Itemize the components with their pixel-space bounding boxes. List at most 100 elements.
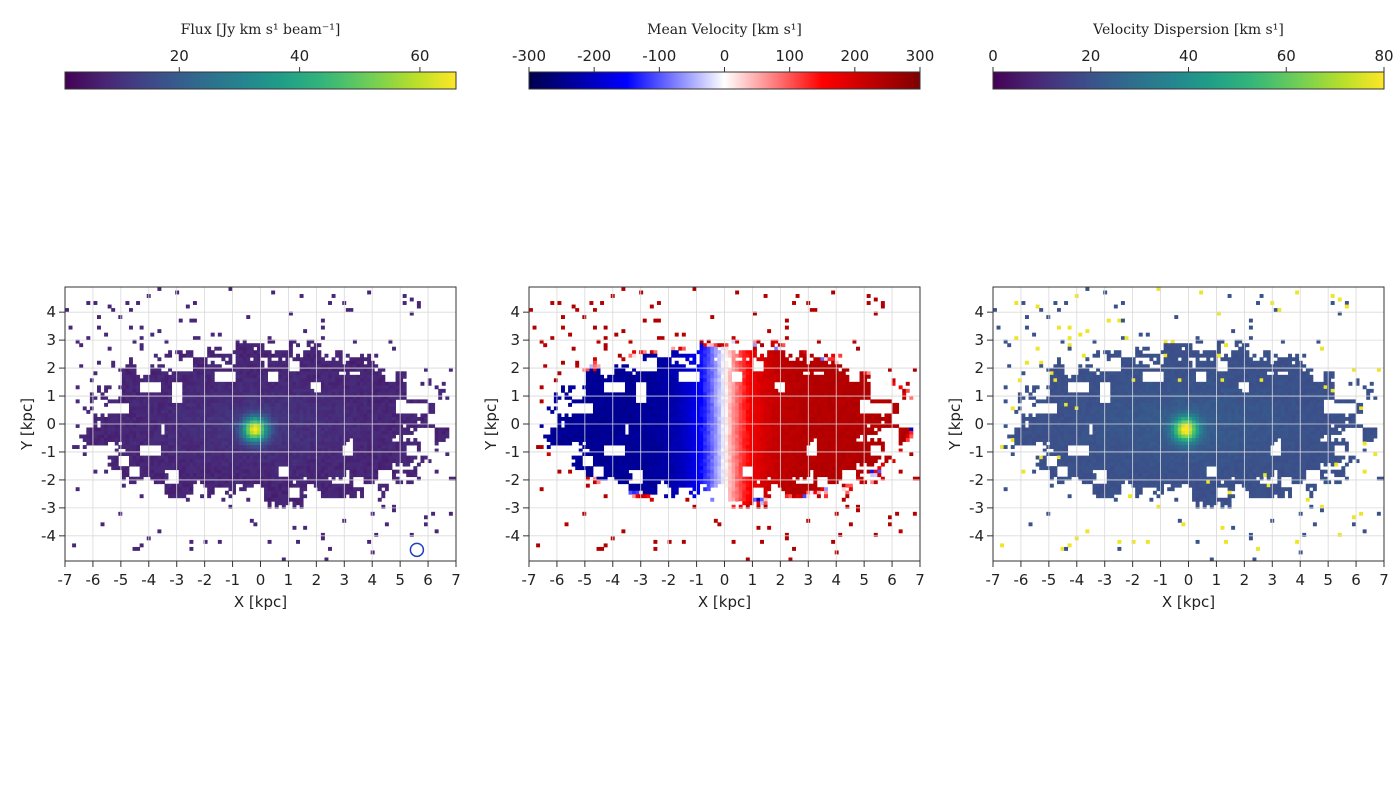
map-pixel xyxy=(136,445,141,449)
map-pixel xyxy=(381,399,386,404)
map-pixel xyxy=(642,378,647,383)
map-pixel xyxy=(699,413,704,418)
map-pixel xyxy=(777,406,782,411)
map-pixel xyxy=(228,431,233,435)
map-pixel xyxy=(331,452,336,457)
map-pixel xyxy=(210,360,215,365)
map-pixel xyxy=(363,364,368,369)
map-pixel xyxy=(185,469,190,474)
map-pixel xyxy=(363,402,368,407)
map-pixel xyxy=(274,459,279,464)
map-pixel xyxy=(409,424,414,428)
map-pixel xyxy=(285,367,290,372)
map-pixel xyxy=(550,336,555,341)
map-pixel xyxy=(228,399,233,404)
map-pixel xyxy=(738,431,743,435)
map-pixel xyxy=(360,462,364,467)
map-pixel xyxy=(681,364,686,369)
map-pixel xyxy=(731,357,736,362)
map-pixel xyxy=(710,413,715,418)
map-pixel xyxy=(742,350,747,355)
map-pixel xyxy=(745,431,750,435)
map-pixel xyxy=(267,353,272,358)
map-pixel xyxy=(845,367,850,372)
map-pixel xyxy=(335,434,340,439)
map-pixel xyxy=(349,385,354,390)
map-pixel xyxy=(260,441,265,446)
map-pixel xyxy=(274,448,279,453)
map-pixel xyxy=(374,473,379,478)
map-pixel xyxy=(260,350,265,355)
map-pixel xyxy=(299,466,304,471)
map-pixel xyxy=(178,487,183,492)
map-pixel xyxy=(246,399,251,404)
map-pixel xyxy=(713,416,718,421)
map-pixel xyxy=(749,385,754,390)
map-pixel xyxy=(217,399,222,404)
map-pixel xyxy=(696,392,701,397)
map-pixel xyxy=(143,392,148,397)
map-pixel xyxy=(107,424,112,428)
map-pixel xyxy=(157,392,162,397)
map-pixel xyxy=(256,462,261,467)
map-pixel xyxy=(299,294,304,298)
map-pixel xyxy=(89,434,94,439)
map-pixel xyxy=(271,462,276,467)
map-pixel xyxy=(774,416,779,421)
map-pixel xyxy=(128,308,133,312)
map-pixel xyxy=(370,459,375,464)
map-pixel xyxy=(349,374,354,379)
map-pixel xyxy=(824,409,828,414)
map-pixel xyxy=(260,424,265,428)
map-pixel xyxy=(221,466,226,471)
map-pixel xyxy=(292,462,297,467)
map-pixel xyxy=(139,424,144,428)
map-pixel xyxy=(310,448,315,453)
map-pixel xyxy=(296,399,300,404)
map-pixel xyxy=(153,367,158,372)
map-pixel xyxy=(720,420,725,425)
map-pixel xyxy=(767,406,772,411)
map-pixel xyxy=(774,364,779,369)
map-pixel xyxy=(121,483,126,488)
map-pixel xyxy=(420,413,425,418)
map-pixel xyxy=(306,455,311,460)
map-pixel xyxy=(224,395,229,400)
map-pixel xyxy=(377,424,382,428)
map-pixel xyxy=(671,392,676,397)
map-pixel xyxy=(781,427,786,432)
map-pixel xyxy=(802,416,807,421)
map-pixel xyxy=(296,438,300,442)
map-pixel xyxy=(728,350,732,355)
map-pixel xyxy=(866,392,871,397)
map-pixel xyxy=(784,392,789,397)
map-pixel xyxy=(820,357,825,362)
map-pixel xyxy=(756,371,761,376)
map-pixel xyxy=(420,399,425,404)
map-pixel xyxy=(448,367,453,372)
map-pixel xyxy=(121,431,126,435)
map-pixel xyxy=(324,371,329,376)
map-pixel xyxy=(845,374,850,379)
map-pixel xyxy=(696,420,701,425)
map-pixel xyxy=(724,413,729,418)
map-pixel xyxy=(681,427,686,432)
map-pixel xyxy=(784,427,789,432)
map-pixel xyxy=(260,416,265,421)
map-pixel xyxy=(153,424,158,428)
map-pixel xyxy=(278,497,283,502)
map-pixel xyxy=(699,346,704,351)
map-pixel xyxy=(345,487,350,492)
map-pixel xyxy=(253,473,258,478)
map-pixel xyxy=(760,395,764,400)
map-pixel xyxy=(399,371,404,376)
map-pixel xyxy=(738,399,743,404)
map-pixel xyxy=(363,357,368,362)
map-pixel xyxy=(132,546,137,551)
map-pixel xyxy=(377,441,382,446)
map-pixel xyxy=(132,371,137,376)
map-pixel xyxy=(214,413,219,418)
map-pixel xyxy=(320,466,325,471)
map-pixel xyxy=(256,438,261,442)
map-pixel xyxy=(228,473,233,478)
